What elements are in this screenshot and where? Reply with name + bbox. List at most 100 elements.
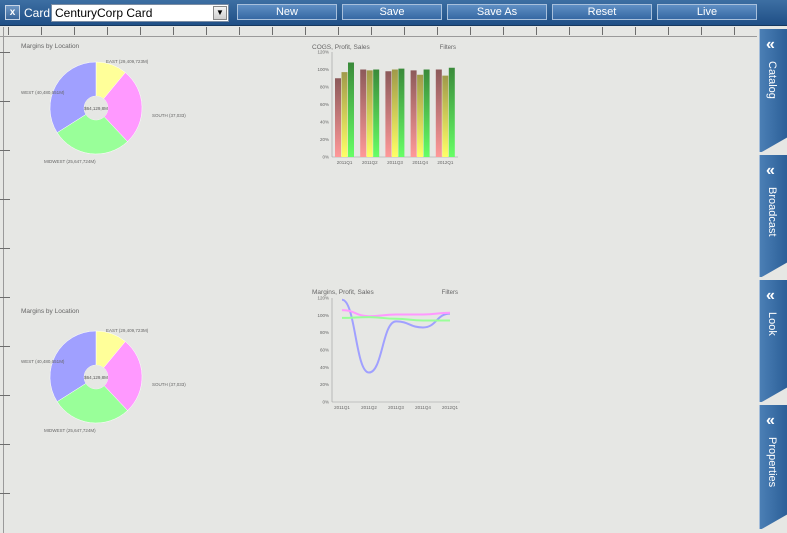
x-tick-label: 2012Q1 [442, 405, 459, 410]
pie-slice-label: WEST (40,480,651M) [21, 359, 65, 364]
double-chevron-left-icon: « [766, 162, 775, 179]
horizontal-ruler [0, 27, 757, 37]
chevron-down-icon[interactable]: ▼ [213, 6, 227, 20]
bar [442, 75, 449, 157]
ruler-tick [437, 27, 438, 35]
ruler-tick [8, 27, 9, 35]
ruler-tick [338, 27, 339, 35]
pie-slice-label: WEST (40,480,651M) [21, 90, 65, 95]
double-chevron-left-icon: « [766, 287, 775, 304]
y-tick-label: 60% [320, 102, 329, 107]
ruler-tick [0, 493, 10, 494]
x-tick-label: 2011Q3 [387, 160, 403, 165]
y-tick-label: 20% [320, 382, 329, 387]
bar [373, 69, 380, 157]
chart-title: Margins, Profit, Sales [312, 289, 375, 296]
y-tick-label: 100% [317, 313, 329, 318]
side-tab-label: Catalog [766, 61, 778, 99]
top-toolbar: x Card: CenturyCorp Card ▼ New Save Save… [0, 0, 787, 26]
bar [366, 70, 373, 157]
pie-slice-label: SOUTH (37,033) [152, 113, 186, 118]
series-line [341, 309, 451, 318]
pie-slice-label: SOUTH (37,033) [152, 382, 186, 387]
y-tick-label: 100% [317, 67, 329, 72]
pie-center [84, 96, 108, 120]
x-tick-label: 2011Q4 [415, 405, 431, 410]
pie-center [84, 365, 108, 389]
line-chart-margins-profit-sales[interactable]: Margins, Profit, Sales Filters 0% 20% 40% 60%… [310, 287, 470, 413]
x-tick-label: 2011Q2 [361, 405, 377, 410]
pie-center-label: $64,129,8M [84, 106, 108, 111]
ruler-tick [239, 27, 240, 35]
x-tick-label: 2011Q3 [388, 405, 404, 410]
ruler-tick [635, 27, 636, 35]
reset-button[interactable]: Reset [552, 4, 652, 20]
ruler-tick [569, 27, 570, 35]
save-as-button[interactable]: Save As [447, 4, 547, 20]
side-tab-look[interactable]: « Look [759, 280, 787, 403]
ruler-tick [536, 27, 537, 35]
bar [423, 69, 430, 157]
pie-chart-margins-top[interactable]: Margins by Location EAST (29,409,723M) SOU… [16, 40, 196, 170]
chart-title: Margins by Location [21, 43, 80, 50]
y-tick-label: 0% [322, 400, 329, 405]
ruler-tick [41, 27, 42, 35]
side-tab-broadcast[interactable]: « Broadcast [759, 155, 787, 278]
ruler-tick [206, 27, 207, 35]
side-tab-label: Look [766, 312, 778, 336]
bar [435, 69, 442, 157]
ruler-tick [470, 27, 471, 35]
y-tick-label: 80% [320, 330, 329, 335]
side-tab-catalog[interactable]: « Catalog [759, 29, 787, 153]
double-chevron-left-icon: « [766, 36, 775, 53]
ruler-tick [0, 346, 10, 347]
ruler-tick [0, 52, 10, 53]
ruler-tick [0, 444, 10, 445]
ruler-tick [272, 27, 273, 35]
x-tick-label: 2011Q1 [334, 405, 350, 410]
bar [417, 74, 424, 157]
filters-link: Filters [442, 290, 458, 296]
bar-chart-cogs-profit-sales[interactable]: COGS, Profit, Sales Filters 0% 20% 40% 60% 80%… [310, 42, 470, 172]
series-line [341, 316, 450, 322]
close-button[interactable]: x [5, 5, 20, 20]
x-tick-label: 2011Q2 [362, 160, 378, 165]
x-tick-label: 2011Q4 [412, 160, 428, 165]
ruler-tick [0, 150, 10, 151]
bar [448, 67, 455, 157]
series-line [341, 298, 451, 374]
live-button[interactable]: Live [657, 4, 757, 20]
ruler-tick [74, 27, 75, 35]
pie-slice-label: EAST (29,409,723M) [106, 59, 149, 64]
bar [348, 62, 354, 157]
bar [385, 71, 392, 157]
x-tick-label: 2012Q1 [437, 160, 454, 165]
pie-slice-label: MIDWEST (25,647,724M) [44, 159, 96, 164]
card-dropdown[interactable]: CenturyCorp Card ▼ [51, 4, 229, 22]
y-tick-label: 80% [320, 85, 329, 90]
card-label: Card: [24, 6, 54, 20]
card-dropdown-value: CenturyCorp Card [55, 6, 153, 20]
filters-link: Filters [440, 45, 456, 51]
ruler-tick [404, 27, 405, 35]
ruler-tick [668, 27, 669, 35]
side-tab-label: Properties [766, 437, 778, 488]
ruler-tick [305, 27, 306, 35]
save-button[interactable]: Save [342, 4, 442, 20]
ruler-tick [371, 27, 372, 35]
new-button[interactable]: New [237, 4, 337, 20]
y-tick-label: 60% [320, 348, 329, 353]
side-tab-properties[interactable]: « Properties [759, 405, 787, 530]
chart-title: COGS, Profit, Sales [312, 44, 371, 51]
ruler-tick [140, 27, 141, 35]
bar [410, 70, 417, 157]
ruler-tick [0, 395, 10, 396]
y-tick-label: 120% [317, 296, 329, 301]
ruler-tick [0, 297, 10, 298]
double-chevron-left-icon: « [766, 412, 775, 429]
y-tick-label: 20% [320, 137, 329, 142]
y-tick-label: 120% [317, 50, 329, 55]
ruler-tick [734, 27, 735, 35]
pie-chart-margins-bottom[interactable]: Margins by Location EAST (29,409,723M) SOU… [16, 305, 196, 435]
side-tab-label: Broadcast [766, 187, 778, 237]
